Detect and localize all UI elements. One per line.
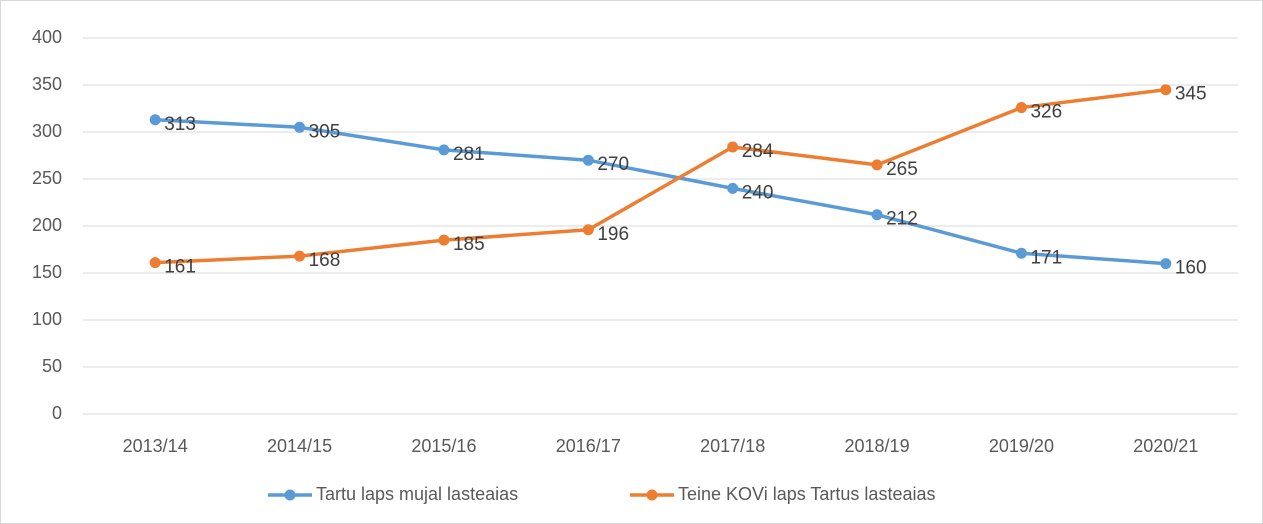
data-point (727, 141, 739, 153)
data-point (1015, 102, 1027, 114)
data-label: 185 (453, 234, 485, 255)
data-point (871, 159, 883, 171)
y-tick-label: 250 (32, 168, 62, 188)
data-point (438, 144, 450, 156)
x-tick-label: 2014/15 (267, 436, 332, 456)
series-line (155, 87, 1167, 265)
x-tick-label: 2020/21 (1133, 436, 1198, 456)
data-point (438, 234, 450, 246)
y-tick-label: 50 (42, 356, 62, 376)
data-label: 281 (453, 144, 485, 165)
legend-label: Teine KOVi laps Tartus lasteaias (678, 484, 935, 504)
data-point (727, 182, 739, 194)
data-point (582, 224, 594, 236)
y-tick-label: 0 (52, 403, 62, 423)
data-label: 284 (742, 141, 774, 162)
y-tick-label: 350 (32, 74, 62, 94)
data-point (1160, 258, 1172, 270)
y-tick-label: 150 (32, 262, 62, 282)
data-point (871, 209, 883, 221)
data-label: 171 (1030, 247, 1062, 268)
series-line (155, 118, 1166, 266)
data-point (294, 121, 306, 133)
data-label: 196 (597, 224, 629, 245)
data-point (1015, 247, 1027, 259)
data-label: 240 (742, 182, 774, 203)
data-label: 345 (1175, 84, 1207, 105)
data-label: 161 (164, 257, 196, 278)
x-tick-label: 2018/19 (845, 436, 910, 456)
data-label: 305 (309, 121, 341, 142)
legend-marker (646, 489, 658, 501)
data-label: 212 (886, 209, 918, 230)
legend-marker (284, 489, 296, 501)
data-label: 160 (1175, 258, 1207, 279)
data-label: 265 (886, 159, 918, 180)
data-label: 270 (597, 154, 629, 175)
x-tick-label: 2013/14 (123, 436, 188, 456)
data-point (149, 114, 161, 126)
x-tick-label: 2019/20 (989, 436, 1054, 456)
data-point (582, 154, 594, 166)
data-label: 168 (309, 250, 341, 271)
legend-label: Tartu laps mujal lasteaias (316, 484, 518, 504)
data-label: 313 (164, 114, 196, 135)
data-label: 326 (1030, 102, 1062, 123)
data-point (294, 250, 306, 262)
data-point (149, 257, 161, 269)
x-tick-label: 2015/16 (411, 436, 476, 456)
x-tick-label: 2016/17 (556, 436, 621, 456)
y-tick-label: 300 (32, 121, 62, 141)
y-tick-label: 200 (32, 215, 62, 235)
x-tick-label: 2017/18 (700, 436, 765, 456)
data-point (1160, 84, 1172, 96)
y-tick-label: 100 (32, 309, 62, 329)
y-tick-label: 400 (32, 27, 62, 47)
